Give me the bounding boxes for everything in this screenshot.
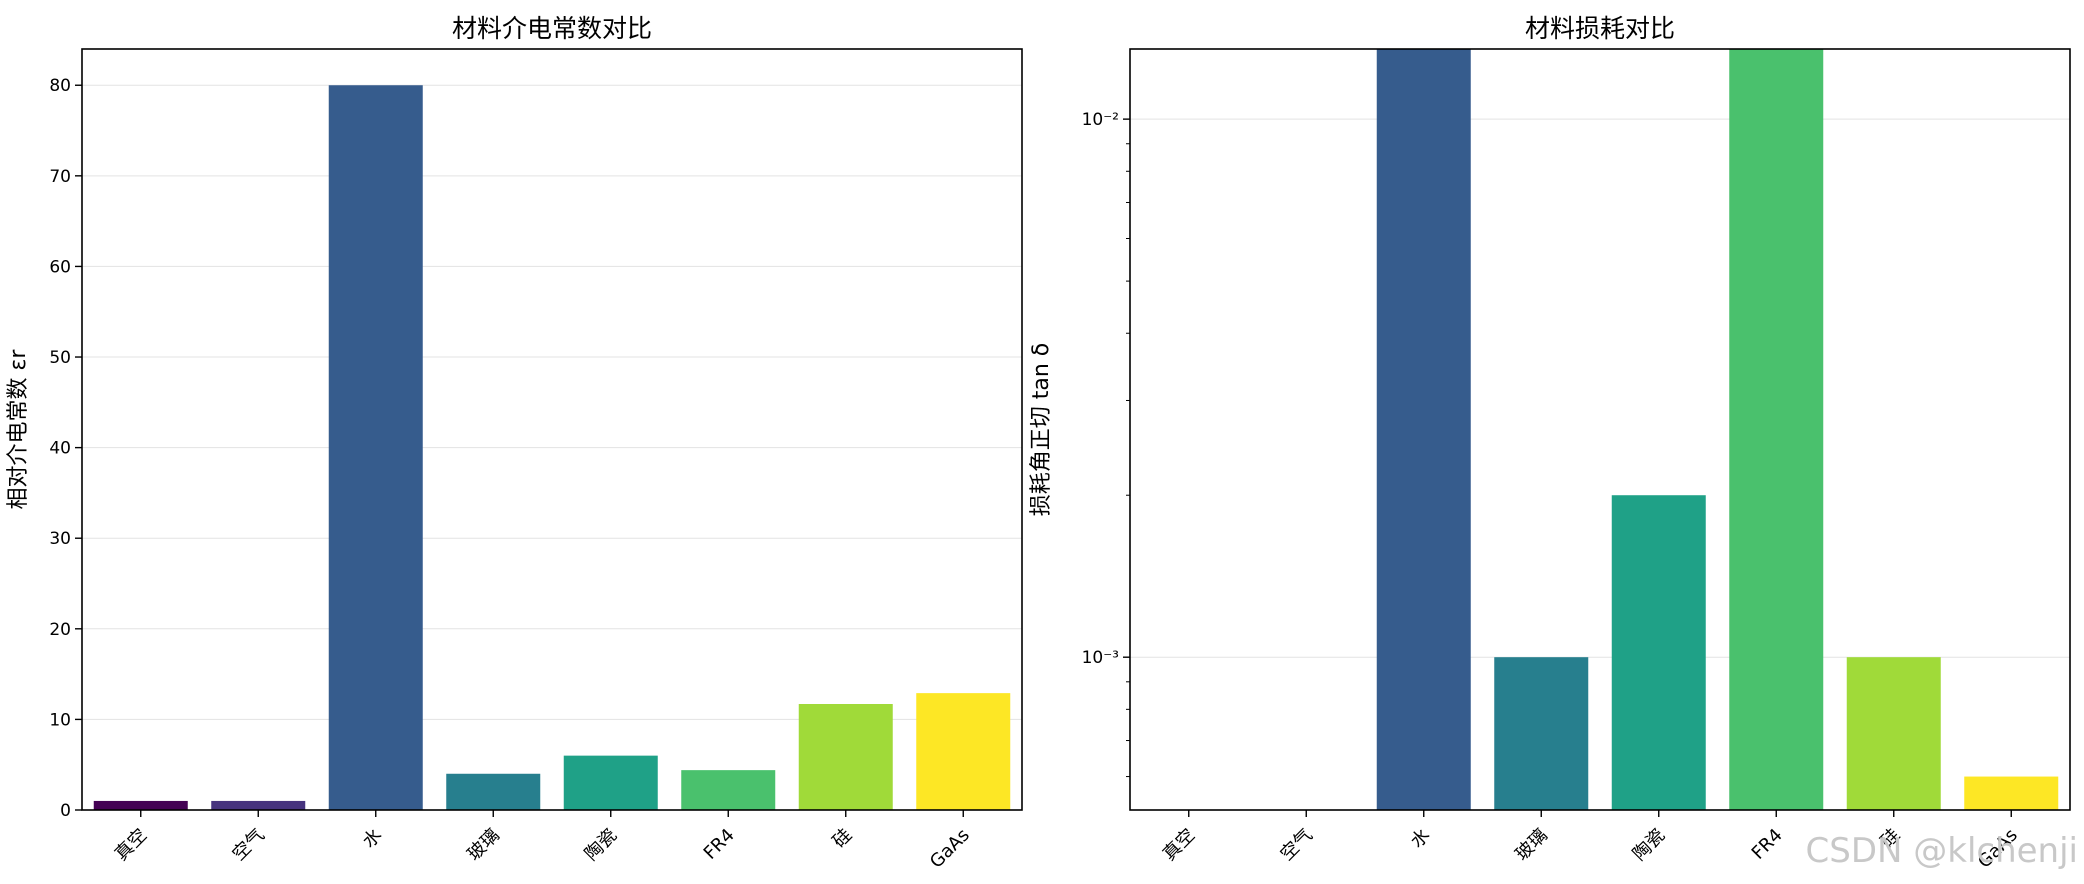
- chart-loss-tangent: 10⁻³10⁻²真空 空气水玻璃 陶瓷 FR4 硅 GaAs材料损耗对比损耗角正切 tan…: [1029, 14, 2071, 873]
- y-axis-label: 损耗角正切 tan δ: [1029, 343, 1054, 517]
- bar: [446, 773, 541, 810]
- bar: [1376, 49, 1471, 810]
- x-tick-label: 真空: [111, 825, 151, 865]
- y-tick-label: 70: [49, 167, 71, 187]
- bar: [563, 755, 658, 810]
- y-tick-label: 10: [49, 710, 71, 730]
- bar: [798, 704, 893, 810]
- x-tick-label: FR4: [1748, 825, 1787, 864]
- bar: [681, 770, 776, 810]
- y-tick-label: 60: [49, 257, 71, 277]
- x-tick-label: FR4: [700, 825, 739, 864]
- y-tick-label: 10⁻²: [1082, 110, 1119, 130]
- chart-title: 材料介电常数对比: [452, 14, 652, 43]
- bar: [211, 800, 306, 810]
- y-tick-label: 30: [49, 529, 71, 549]
- x-tick-label: GaAs: [926, 825, 974, 873]
- y-tick-label: 0: [60, 801, 71, 821]
- y-tick-label: 80: [49, 76, 71, 96]
- bar: [93, 800, 188, 810]
- bar: [1494, 657, 1589, 810]
- x-tick-label: 硅: [829, 825, 857, 853]
- x-tick-label: 空气: [1276, 825, 1316, 865]
- y-tick-label: 40: [49, 439, 71, 459]
- y-tick-label: 10⁻³: [1082, 648, 1119, 668]
- y-axis-label: 相对介电常数 εr: [6, 349, 31, 510]
- bar: [1964, 776, 2059, 810]
- chart-title: 材料损耗对比: [1525, 14, 1675, 43]
- bar: [916, 693, 1011, 810]
- y-tick-label: 50: [49, 348, 71, 368]
- axes-frame: [81, 48, 1023, 811]
- x-tick-label: 空气: [228, 825, 268, 865]
- y-tick-label: 20: [49, 620, 71, 640]
- x-tick-label: 真空: [1159, 825, 1199, 865]
- x-tick-label: 玻璃: [463, 825, 503, 865]
- x-tick-label: 玻璃: [1511, 825, 1551, 865]
- x-tick-label: 陶瓷: [1629, 825, 1669, 865]
- bar: [1729, 49, 1824, 810]
- watermark: CSDN @klchenji: [1806, 831, 2078, 871]
- x-tick-label: 水: [1407, 825, 1435, 853]
- bar: [1846, 657, 1941, 810]
- axes-frame: [1129, 48, 2071, 811]
- x-tick-label: 水: [359, 825, 387, 853]
- chart-dielectric-constant: 0 10 20 30 40 50 60 70 80 真空 空气 水 玻璃 陶瓷 FR4 硅 GaAs 材料介电常数…: [6, 14, 1023, 873]
- bar: [1611, 495, 1706, 810]
- x-tick-label: 陶瓷: [581, 825, 621, 865]
- bar: [328, 85, 423, 810]
